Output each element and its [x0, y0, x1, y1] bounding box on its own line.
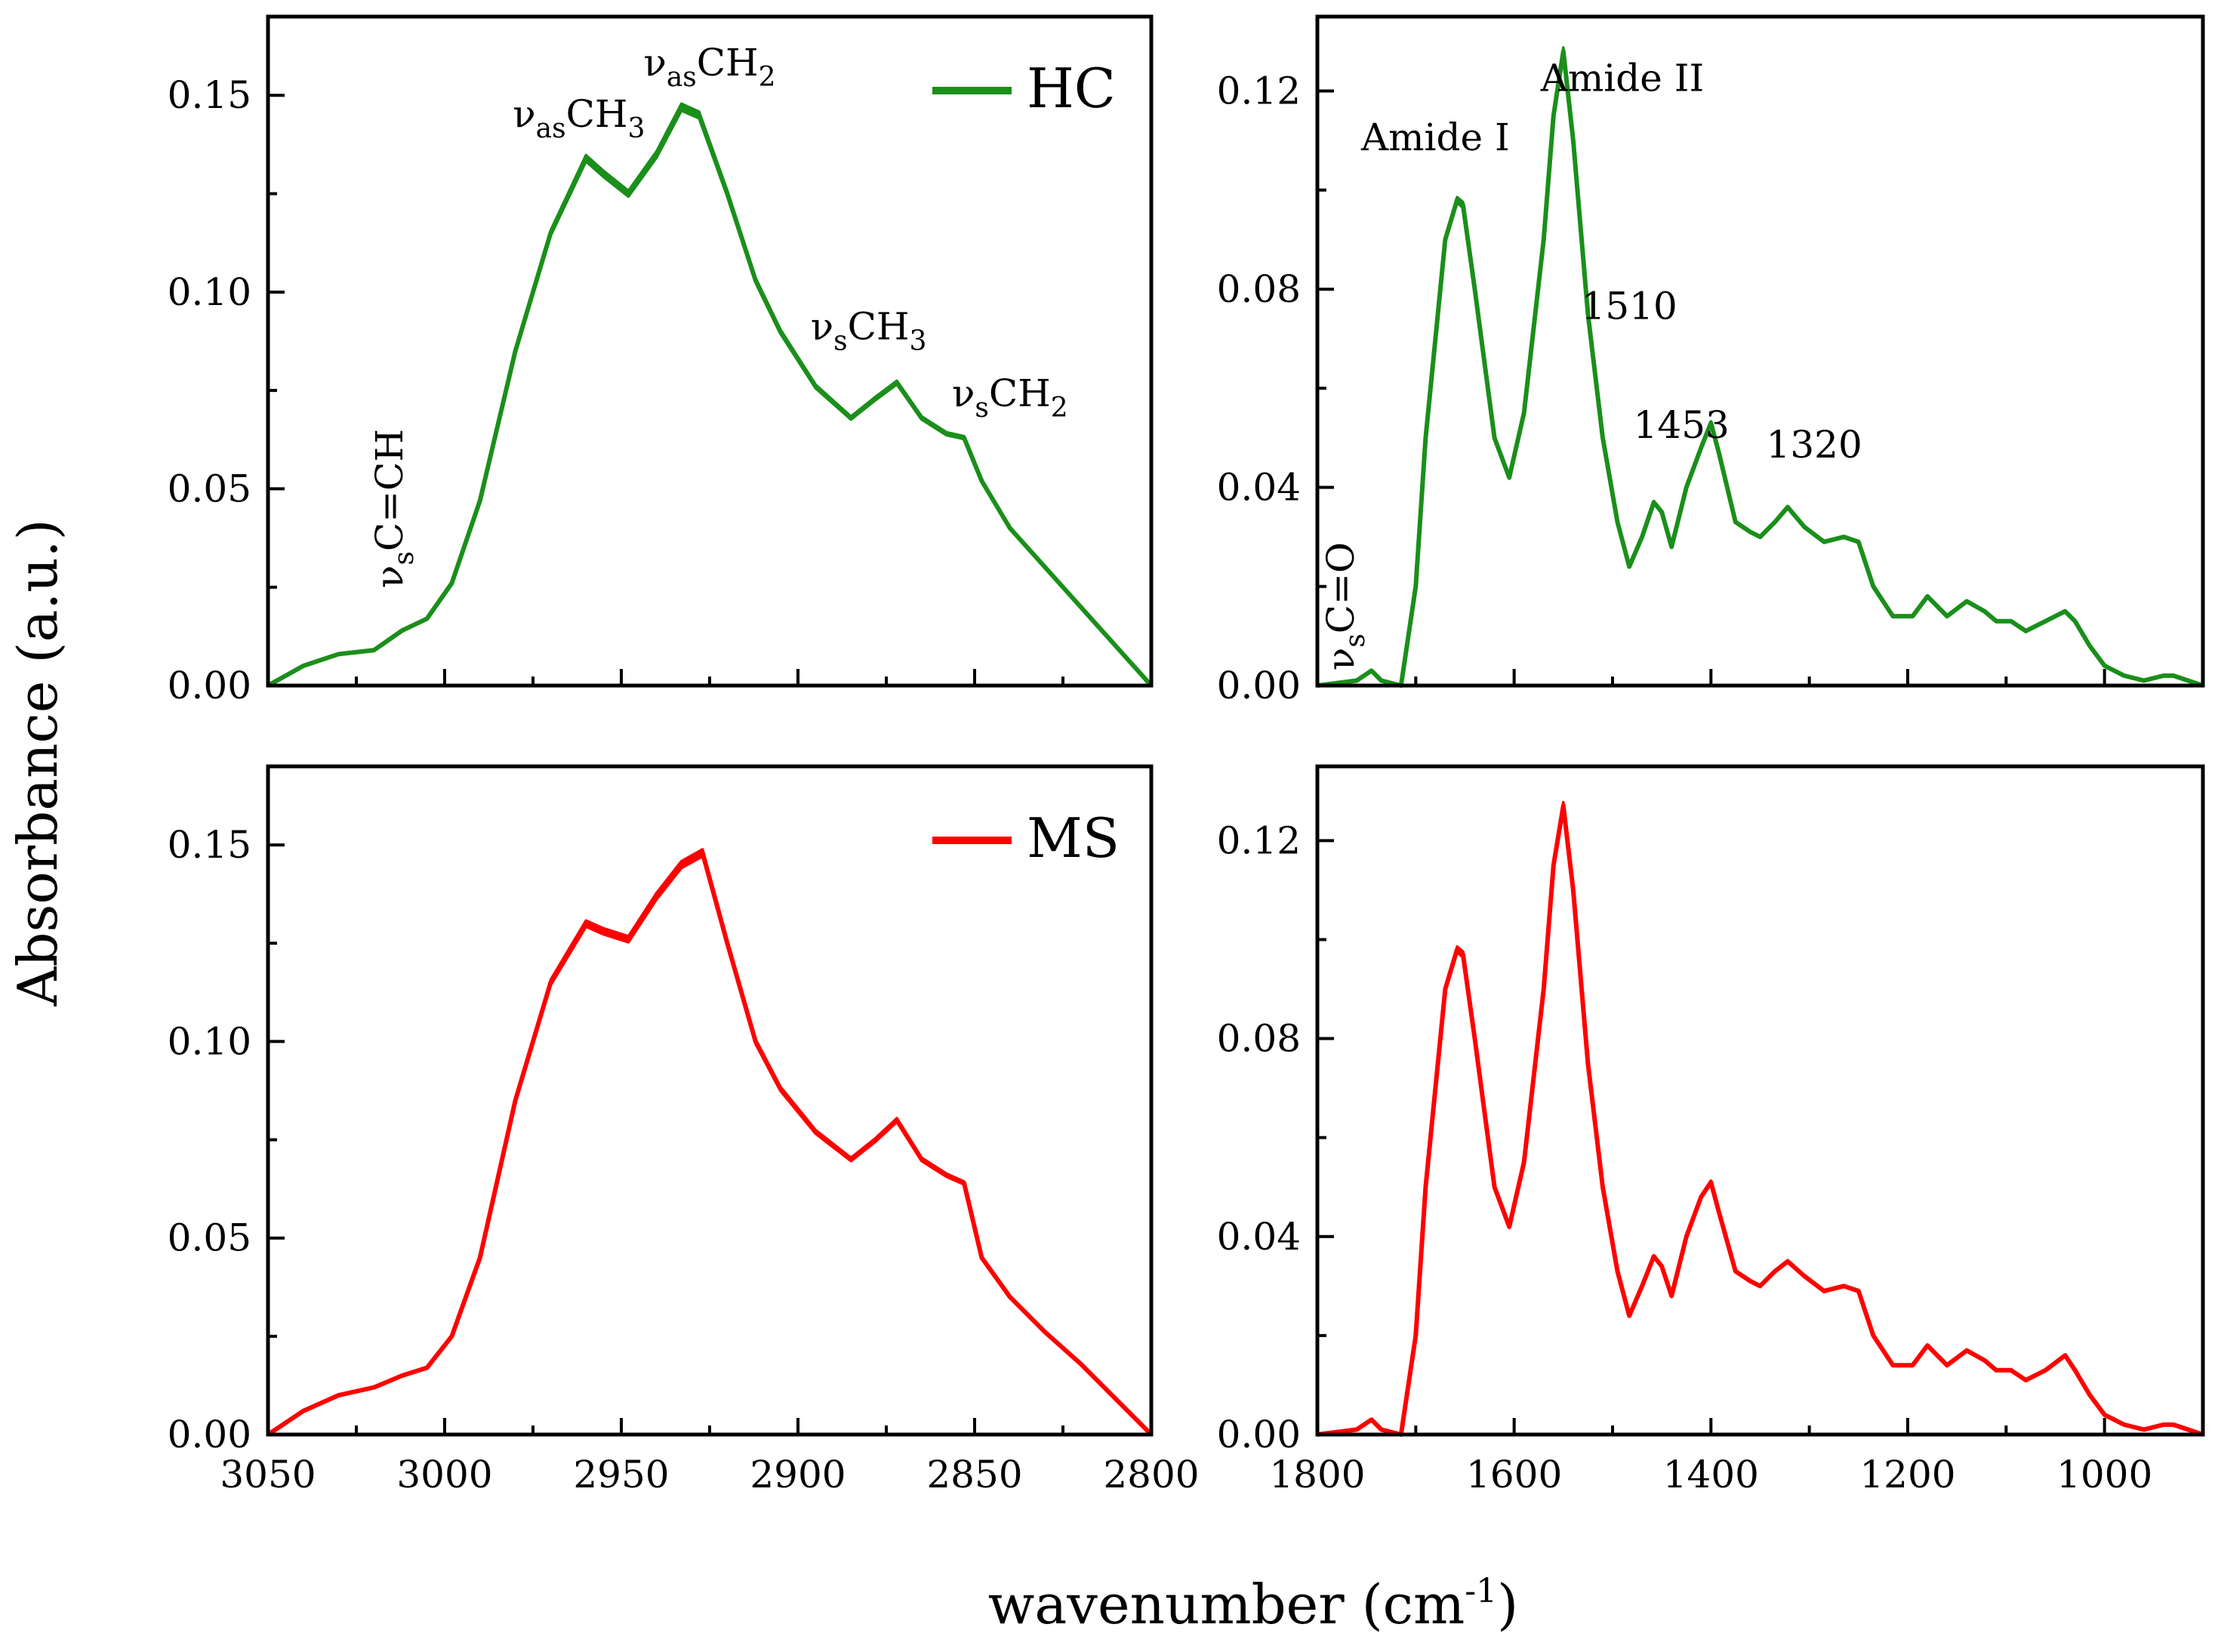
y-tick-label: 0.00 — [1217, 1413, 1301, 1456]
annotation-subscript: as — [536, 113, 566, 144]
x-tick-label: 1200 — [1859, 1453, 1955, 1496]
series-line-ms-0 — [1317, 808, 2204, 1436]
annotation-group: C=CH — [368, 429, 411, 551]
series-line-ms-6 — [267, 848, 1153, 1436]
annotation-subscript: s — [833, 325, 847, 356]
peak-annotation: 1320 — [1767, 423, 1862, 467]
annotation-symbol: ν — [952, 371, 975, 415]
annotation-subscript: s — [1340, 633, 1371, 647]
series-line-ms-5 — [267, 849, 1153, 1436]
annotation-group: C=O — [1319, 542, 1363, 633]
x-tick-label: 2800 — [1103, 1453, 1199, 1496]
y-tick-label: 0.10 — [168, 1019, 251, 1063]
annotation-subscript-2: 2 — [759, 62, 776, 93]
series-line-ms-6 — [1317, 800, 2204, 1436]
peak-annotation: 1510 — [1582, 284, 1677, 328]
series-line-ms-1 — [1317, 807, 2204, 1436]
series-line-ms-5 — [1317, 802, 2204, 1436]
annotation-group: CH — [566, 92, 628, 136]
annotation-subscript-2: 2 — [1051, 393, 1068, 424]
peak-annotation: νsCH2 — [952, 371, 1068, 424]
y-tick-label: 0.05 — [168, 1216, 251, 1260]
y-tick-label: 0.08 — [1217, 1017, 1301, 1061]
panel-hc-amide: 0.00 0.04 0.08 0.12 Amide I Amide II 1510 1453 1… — [1217, 14, 2205, 707]
y-tick-label: 0.15 — [168, 823, 251, 867]
panel-ms-amide: 0.00 0.04 0.08 0.12 1800 1600 1400 1200 1000 — [1217, 764, 2205, 1496]
series-line-hc-8 — [1317, 48, 2204, 687]
annotation-subscript: s — [975, 393, 988, 424]
x-tick-label: 1000 — [2056, 1453, 2152, 1496]
annotation-subscript-2: 3 — [627, 113, 645, 144]
series-line-ms-3 — [266, 850, 1154, 1437]
annotation-symbol: ν — [1319, 648, 1363, 670]
plot-frame — [1315, 14, 2205, 688]
x-axis-title-main: wavenumber (cm — [988, 1573, 1465, 1636]
annotation-symbol: ν — [643, 41, 666, 85]
x-tick-label: 2850 — [926, 1453, 1022, 1496]
x-tick-label: 2900 — [750, 1453, 846, 1496]
y-tick-label: 0.15 — [168, 73, 251, 117]
y-tick-label: 0.00 — [168, 1413, 251, 1456]
x-axis-title: wavenumber (cm-1) — [988, 1572, 1519, 1636]
annotation-subscript: as — [667, 62, 697, 93]
annotation-symbol: ν — [368, 566, 411, 588]
series-line-ms-3 — [1317, 803, 2204, 1437]
y-tick-label: 0.04 — [1217, 465, 1301, 509]
series-line-ms-7 — [1317, 806, 2204, 1436]
panel-ms-ch: 0.00 0.05 0.10 0.15 3050 3000 2950 2900 2850 2800… — [168, 764, 1200, 1496]
panel-hc-ch: 0.000.050.100.15 HCνsC=CHνasCH3νasCH2νsCH… — [168, 14, 1154, 707]
peak-annotation: 1453 — [1634, 403, 1730, 447]
x-axis-title-close: ) — [1497, 1573, 1518, 1636]
y-tick-label: 0.10 — [168, 270, 251, 314]
y-tick-label: 0.08 — [1217, 267, 1301, 311]
y-tick-label: 0.12 — [1217, 818, 1301, 862]
plot-frame — [266, 764, 1154, 1437]
x-tick-label: 3000 — [396, 1453, 492, 1496]
series-line-ms-4 — [1317, 803, 2204, 1436]
series-line-ms-7 — [267, 853, 1153, 1436]
peak-annotation: νsCH3 — [811, 304, 927, 356]
annotation-group: CH — [989, 371, 1051, 415]
legend-label: MS — [1027, 806, 1120, 870]
annotation-subscript-2: 3 — [910, 325, 927, 356]
annotation-symbol: ν — [513, 92, 535, 136]
peak-annotation: Amide II — [1540, 56, 1705, 100]
y-tick-label: 0.00 — [168, 664, 251, 707]
x-tick-label: 3050 — [220, 1453, 316, 1496]
annotation-group: CH — [848, 304, 910, 348]
peak-annotation: Amide I — [1360, 116, 1510, 159]
y-tick-label: 0.04 — [1217, 1215, 1301, 1259]
y-tick-label: 0.12 — [1217, 69, 1301, 112]
series-line-ms-8 — [267, 849, 1153, 1436]
peak-annotation: νsC=CH — [368, 429, 420, 588]
annotation-symbol: ν — [811, 304, 833, 348]
x-tick-label: 1600 — [1466, 1453, 1562, 1496]
annotation-group: CH — [697, 41, 759, 85]
series-line-ms-0 — [267, 855, 1153, 1436]
x-tick-label: 1400 — [1663, 1453, 1759, 1496]
series-line-ms-8 — [1317, 803, 2204, 1436]
y-tick-label: 0.05 — [168, 467, 251, 510]
legend-label: HC — [1027, 57, 1116, 120]
peak-annotation: νasCH3 — [513, 92, 645, 144]
panels: 0.000.050.100.15 HCνsC=CHνasCH3νasCH2νsCH… — [168, 14, 2205, 1496]
series-line-hc-8 — [267, 103, 1153, 687]
y-axis-title: Absorbance (a.u.) — [6, 519, 69, 1006]
annotation-subscript: s — [389, 551, 420, 565]
x-axis-title-sup: -1 — [1465, 1572, 1497, 1610]
series-line-ms-1 — [267, 853, 1153, 1436]
series-line-ms-2 — [1317, 806, 2204, 1436]
x-tick-label: 1800 — [1269, 1453, 1365, 1496]
y-tick-label: 0.00 — [1217, 664, 1301, 707]
x-tick-label: 2950 — [573, 1453, 669, 1496]
peak-annotation: νasCH2 — [643, 41, 775, 93]
series-line-ms-2 — [267, 852, 1153, 1436]
series-line-ms-4 — [267, 850, 1153, 1436]
plot-frame — [1315, 764, 2205, 1437]
peak-annotation: νsC=O — [1319, 542, 1371, 670]
